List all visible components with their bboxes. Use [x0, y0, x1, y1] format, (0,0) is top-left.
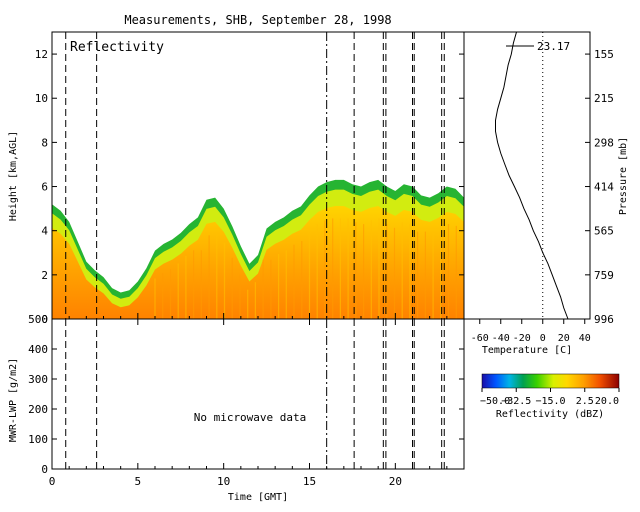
temperature-tick-label: -60: [471, 333, 489, 344]
lwp-tick-label: 400: [28, 343, 48, 356]
pressure-tick-label: 565: [594, 225, 614, 238]
pressure-tick-label: 215: [594, 92, 614, 105]
sounding-frame: [463, 31, 591, 320]
legend-text: 23.17: [537, 40, 570, 53]
height-axis-label: Height [km,AGL]: [8, 131, 19, 221]
colorbar-tick-label: −15.0: [535, 396, 565, 407]
lwp-tick-label: 200: [28, 403, 48, 416]
temperature-tick-label: 40: [579, 333, 591, 344]
height-tick-label: 0: [41, 313, 48, 326]
sounding-panel: 23.17 996 759 565 414 298 215 155 -60 -40 -20 0 20…: [463, 31, 629, 356]
temperature-tick-label: 0: [540, 333, 546, 344]
time-axis-label: Time [GMT]: [228, 492, 288, 503]
lwp-tick-label: 100: [28, 433, 48, 446]
colorbar-ramp: [481, 373, 620, 389]
temperature-profile: [495, 31, 569, 320]
time-tick-label: 15: [303, 475, 316, 488]
colorbar-ticks: −50.0−32.5 −15.0 2.5 20.0: [480, 388, 620, 407]
time-axis-ticks: 0 5 10 15 20: [49, 313, 448, 488]
time-tick-label: 0: [49, 475, 56, 488]
lwp-axis-ticks: 0 100 200 300 400 500: [28, 313, 464, 476]
no-microwave-label: No microwave data: [194, 411, 307, 424]
time-tick-label: 20: [389, 475, 402, 488]
time-tick-label: 10: [217, 475, 230, 488]
height-tick-label: 6: [41, 181, 48, 194]
lwp-tick-label: 500: [28, 313, 48, 326]
echo-streaks: [154, 218, 464, 319]
lwp-axis-label: MWR-LWP [g/m2]: [8, 358, 19, 442]
echo-layers: [52, 179, 464, 319]
colorbar: −50.0−32.5 −15.0 2.5 20.0 Reflectivity (dBZ…: [480, 373, 620, 420]
lwp-panel: No microwave data MWR-LWP [g/m2] 0100200…: [8, 313, 465, 503]
temperature-axis-ticks: -60 -40 -20 0 20 40: [471, 319, 591, 344]
time-tick-label: 5: [135, 475, 142, 488]
lwp-tick-label: 0: [41, 463, 48, 476]
height-tick-label: 8: [41, 136, 48, 149]
reflectivity-label: Reflectivity: [70, 40, 164, 55]
temperature-tick-label: -20: [513, 333, 531, 344]
height-axis-ticks: 0 2 4 6 8 10 12: [35, 48, 464, 326]
colorbar-tick-label: 2.5: [576, 396, 594, 407]
colorbar-tick-label: 20.0: [595, 396, 619, 407]
pressure-tick-label: 298: [594, 136, 614, 149]
temperature-axis-label: Temperature [C]: [482, 345, 572, 356]
pressure-axis-ticks: 996 759 565 414 298 215 155: [585, 48, 614, 326]
height-tick-label: 4: [41, 225, 48, 238]
pressure-tick-label: 414: [594, 181, 614, 194]
height-tick-label: 10: [35, 92, 48, 105]
time-markers: [65, 32, 445, 469]
temperature-tick-label: -40: [492, 333, 510, 344]
lwp-frame: [51, 318, 465, 470]
reflectivity-panel: Reflectivity Height [km,AGL] 0 2 4 6 8 10 12: [8, 31, 465, 326]
pressure-tick-label: 996: [594, 313, 614, 326]
colorbar-tick-label: −50.0: [480, 396, 510, 407]
temperature-tick-label: 20: [558, 333, 570, 344]
lwp-tick-label: 300: [28, 373, 48, 386]
figure-title: Measurements, SHB, September 28, 1998: [124, 13, 391, 27]
height-tick-label: 12: [35, 48, 48, 61]
pressure-axis-label: Pressure [mb]: [618, 137, 629, 215]
height-tick-label: 2: [41, 269, 48, 282]
pressure-tick-label: 759: [594, 269, 614, 282]
colorbar-label: Reflectivity (dBZ): [496, 409, 604, 420]
pressure-tick-label: 155: [594, 48, 614, 61]
colorbar-tick-label: −32.5: [501, 396, 531, 407]
